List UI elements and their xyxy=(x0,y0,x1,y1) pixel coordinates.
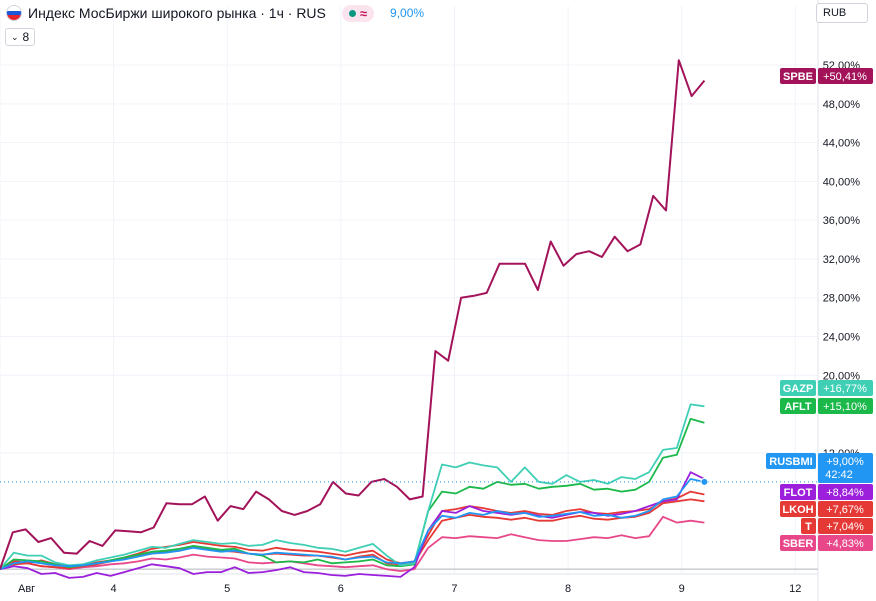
series-name-tag xyxy=(766,453,816,469)
series-line-flot[interactable] xyxy=(0,471,705,579)
series-label-lkoh[interactable]: LKOH +7,67% xyxy=(780,501,873,517)
series-value-tag xyxy=(818,501,873,517)
x-axis: Авг 4 5 6 7 8 9 12 xyxy=(18,583,801,595)
symbol-title[interactable]: Индекс МосБиржи широкого рынка · 1ч · RU… xyxy=(28,5,326,21)
y-tick-label: 20,00% xyxy=(823,370,861,382)
series-line-spbe[interactable] xyxy=(0,59,706,570)
y-tick-label: 28,00% xyxy=(823,293,861,305)
series-value-tag xyxy=(818,380,873,396)
series-name-tag xyxy=(780,68,816,84)
series-label-rusbmi[interactable]: RUSBMI +9,00%42:42 xyxy=(766,453,873,483)
x-tick-label: 8 xyxy=(565,583,571,595)
y-tick-label: 32,00% xyxy=(823,254,861,266)
series-line-aflt[interactable] xyxy=(0,417,705,570)
series-label-t[interactable]: T +7,04% xyxy=(801,518,873,534)
y-tick-label: 24,00% xyxy=(823,332,861,344)
x-tick-label: Авг xyxy=(18,583,35,595)
header-last-value: 9,00% xyxy=(390,6,425,20)
series-name-text: SBER xyxy=(783,538,814,550)
series-name-tag xyxy=(780,380,816,396)
y-tick-label: 40,00% xyxy=(823,176,861,188)
series-value-text: +7,67% xyxy=(826,504,864,516)
series-name-tag xyxy=(780,535,816,551)
series-name-tag xyxy=(780,501,816,517)
series-value-text: +9,00% xyxy=(826,456,864,468)
series-value-text: +50,41% xyxy=(823,71,867,83)
x-tick-label: 12 xyxy=(789,583,801,595)
currency-selector[interactable]: RUB xyxy=(816,3,868,23)
series-label-gazp[interactable]: GAZP +16,77% xyxy=(780,380,873,396)
series-value-text: +8,84% xyxy=(826,487,864,499)
series-label-spbe[interactable]: SPBE +50,41% xyxy=(780,68,873,84)
series-value-tag xyxy=(818,518,873,534)
last-price-dot xyxy=(700,477,709,486)
x-tick-label: 9 xyxy=(679,583,685,595)
series-name-text: RUSBMI xyxy=(769,456,812,468)
status-pill[interactable]: ≈ xyxy=(341,4,375,22)
series-value-tag xyxy=(818,398,873,414)
series-value-text: +15,10% xyxy=(823,401,867,413)
series-line-sber[interactable] xyxy=(0,515,705,572)
series-name-tag xyxy=(780,484,816,500)
series-value-tag xyxy=(818,535,873,551)
series-labels: SPBE +50,41% GAZP +16,77% AFLT +15,10% RUSBMI +… xyxy=(766,68,873,551)
series-label-aflt[interactable]: AFLT +15,10% xyxy=(780,398,873,414)
x-tick-label: 4 xyxy=(111,583,117,595)
chevron-down-icon: ⌄ xyxy=(11,31,19,42)
y-tick-label: 36,00% xyxy=(823,215,861,227)
series-value-tag xyxy=(818,484,873,500)
legend-count: 8 xyxy=(22,30,30,44)
chart-header: Индекс МосБиржи широкого рынка · 1ч · RU… xyxy=(6,3,424,23)
series-name-text: LKOH xyxy=(782,504,813,516)
series-value-tag xyxy=(818,68,873,84)
series-value-text: +4,83% xyxy=(826,538,864,550)
market-status-icon xyxy=(348,9,356,17)
series-line-gazp[interactable] xyxy=(0,403,705,570)
series-name-text: GAZP xyxy=(783,383,814,395)
series-name-text: SPBE xyxy=(783,71,813,83)
y-tick-label: 48,00% xyxy=(823,99,861,111)
series-name-text: T xyxy=(805,521,812,533)
series-name-tag xyxy=(801,518,816,534)
grid-layer xyxy=(0,0,819,601)
collapse-legend-button[interactable]: ⌄ 8 xyxy=(5,28,36,46)
series-name-tag xyxy=(780,398,816,414)
series-value-text: +16,77% xyxy=(823,383,867,395)
series-name-text: AFLT xyxy=(784,401,812,413)
y-tick-label: 44,00% xyxy=(823,138,861,150)
x-tick-label: 7 xyxy=(451,583,457,595)
series-line-rusbmi[interactable] xyxy=(0,478,705,571)
series-label-sber[interactable]: SBER +4,83% xyxy=(780,535,873,551)
bar-countdown-text: 42:42 xyxy=(825,469,853,481)
x-tick-label: 6 xyxy=(338,583,344,595)
series-layer xyxy=(0,59,818,579)
russia-flag-icon xyxy=(6,5,22,21)
series-value-text: +7,04% xyxy=(826,521,864,533)
approx-icon: ≈ xyxy=(359,5,368,21)
x-tick-label: 5 xyxy=(224,583,230,595)
series-value-tag xyxy=(818,453,873,483)
series-label-flot[interactable]: FLOT +8,84% xyxy=(780,484,873,500)
currency-label: RUB xyxy=(823,7,847,19)
series-name-text: FLOT xyxy=(784,487,813,499)
